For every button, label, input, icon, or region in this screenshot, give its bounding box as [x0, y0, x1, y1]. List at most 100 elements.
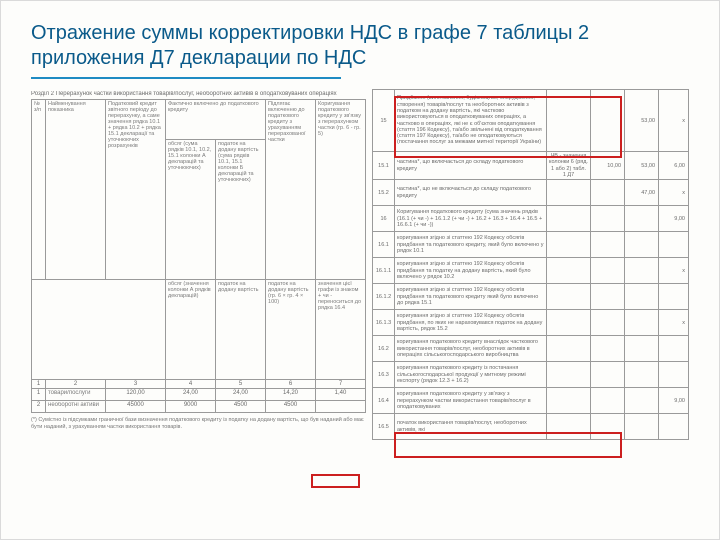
right-row-16.2: 16.2коригування податкового кредиту внас… [373, 336, 689, 362]
row-desc: коригування згідно зі статтею 192 Кодекс… [395, 258, 547, 284]
row-v3: 6,00 [659, 152, 689, 180]
row-mid [547, 206, 591, 232]
left-row-2: 2 необоротні активи 45000 9000 4500 4500 [32, 401, 366, 413]
row-v2 [625, 414, 659, 440]
row-mid [547, 258, 591, 284]
row-code: 15.2 [373, 180, 395, 206]
right-row-15: 15Придбання (виготовлення, будівництво, … [373, 90, 689, 152]
sub5b: податок на додану вартість [216, 280, 266, 380]
row-v2: 53,00 [625, 90, 659, 152]
row-desc: частина*, що не включається до складу по… [395, 180, 547, 206]
row-v3 [659, 284, 689, 310]
right-table: 15Придбання (виготовлення, будівництво, … [372, 89, 689, 440]
row-v1 [591, 258, 625, 284]
row-code: 16.3 [373, 362, 395, 388]
right-row-16.5: 16.5початок використання товарів/послуг,… [373, 414, 689, 440]
row-code: 16.2 [373, 336, 395, 362]
row-v3 [659, 414, 689, 440]
title-underline [31, 77, 341, 79]
row-desc: Коригування податкового кредиту (сума зн… [395, 206, 547, 232]
right-panel: 15Придбання (виготовлення, будівництво, … [372, 89, 689, 519]
row-mid [547, 180, 591, 206]
row-v1 [591, 90, 625, 152]
right-row-16.1.2: 16.1.2коригування згідно зі статтею 192 … [373, 284, 689, 310]
row-mid [547, 388, 591, 414]
h-col6: Підлягає включенню до податкового кредит… [266, 100, 316, 280]
row-code: 16.4 [373, 388, 395, 414]
row-v3 [659, 362, 689, 388]
row-desc: коригування податкового кредиту із поста… [395, 362, 547, 388]
row-v1 [591, 284, 625, 310]
h-col45-top: Фактично включено до податкового кредиту [166, 100, 266, 140]
row-v2 [625, 206, 659, 232]
row-v3: 9,00 [659, 206, 689, 232]
right-row-16.3: 16.3коригування податкового кредиту із п… [373, 362, 689, 388]
row-mid [547, 232, 591, 258]
row-code: 16.1.2 [373, 284, 395, 310]
sub6b: податок на додану вартість (гр. 6 × гр. … [266, 280, 316, 380]
left-row-1: 1 товари/послуги 120,00 24,00 24,00 14,2… [32, 389, 366, 401]
row-desc: коригування податкового кредиту у зв'язк… [395, 388, 547, 414]
row-desc: коригування згідно зі статтею 192 Кодекс… [395, 232, 547, 258]
left-table: № з/п Найменування показника Податковий … [31, 99, 366, 413]
slide-title: Отражение суммы корректировки НДС в граф… [31, 21, 689, 71]
row-mid [547, 284, 591, 310]
row-v1 [591, 206, 625, 232]
row-v2 [625, 336, 659, 362]
row-mid [547, 336, 591, 362]
row-v1 [591, 388, 625, 414]
row-code: 15.1 [373, 152, 395, 180]
row-code: 16.1.3 [373, 310, 395, 336]
row-v3 [659, 232, 689, 258]
row-code: 16.1 [373, 232, 395, 258]
right-row-16.1: 16.1коригування згідно зі статтею 192 Ко… [373, 232, 689, 258]
row-v2 [625, 284, 659, 310]
right-row-16.1.1: 16.1.1коригування згідно зі статтею 192 … [373, 258, 689, 284]
row-desc: Придбання (виготовлення, будівництво, сп… [395, 90, 547, 152]
row-v1 [591, 362, 625, 388]
row-v2 [625, 362, 659, 388]
right-row-16.1.3: 16.1.3коригування згідно зі статтею 192 … [373, 310, 689, 336]
row-v1 [591, 414, 625, 440]
row-v2 [625, 310, 659, 336]
row-v2: 47,00 [625, 180, 659, 206]
right-row-15.1: 15.1частина*, що включається до складу п… [373, 152, 689, 180]
left-footnote: (*) Сумістно із підсумками граничної баз… [31, 417, 366, 430]
row-v1: 10,00 [591, 152, 625, 180]
sub7b: значення цієї графи із знаком + чи - пер… [316, 280, 366, 380]
row-v3: x [659, 180, 689, 206]
sub4b: обсяг (значення колонки А рядків деклара… [166, 280, 216, 380]
row-v3: x [659, 310, 689, 336]
row-desc: початок використання товарів/послуг, нео… [395, 414, 547, 440]
row-desc: коригування податкового кредиту внаслідо… [395, 336, 547, 362]
row-v1 [591, 180, 625, 206]
row-v1 [591, 310, 625, 336]
h-col2: Найменування показника [46, 100, 106, 280]
left-section-header: Розділ 2 Перерахунок частки використання… [31, 89, 366, 99]
row-mid [547, 310, 591, 336]
row-desc: коригування згідно зі статтею 192 Кодекс… [395, 284, 547, 310]
row-mid [547, 90, 591, 152]
right-row-16: 16Коригування податкового кредиту (сума … [373, 206, 689, 232]
slide-container: Отражение суммы корректировки НДС в граф… [0, 0, 720, 540]
left-header-row: № з/п Найменування показника Податковий … [32, 100, 366, 140]
row-code: 15 [373, 90, 395, 152]
row-v3: x [659, 258, 689, 284]
h-col7: Коригування податкового кредиту у зв'язк… [316, 100, 366, 280]
row-v3 [659, 336, 689, 362]
row-v2: 53,00 [625, 152, 659, 180]
row-mid: ЧВ - значення колонки 6 (ряд. 1 або 2) т… [547, 152, 591, 180]
row-desc: коригування згідно зі статтею 192 Кодекс… [395, 310, 547, 336]
row-v1 [591, 232, 625, 258]
h-col3: Податковий кредит звітного періоду до пе… [106, 100, 166, 280]
row-v1 [591, 336, 625, 362]
row-code: 16 [373, 206, 395, 232]
row-mid [547, 414, 591, 440]
right-row-15.2: 15.2частина*, що не включається до склад… [373, 180, 689, 206]
sub4: обсяг (сума рядків 10.1, 10.2, 15.1 коло… [166, 140, 216, 280]
row-v2 [625, 258, 659, 284]
left-colnum-row: 1 2 3 4 5 6 7 [32, 380, 366, 389]
sub5: податок на додану вартість (сума рядків … [216, 140, 266, 280]
row-v2 [625, 232, 659, 258]
row-desc: частина*, що включається до складу подат… [395, 152, 547, 180]
